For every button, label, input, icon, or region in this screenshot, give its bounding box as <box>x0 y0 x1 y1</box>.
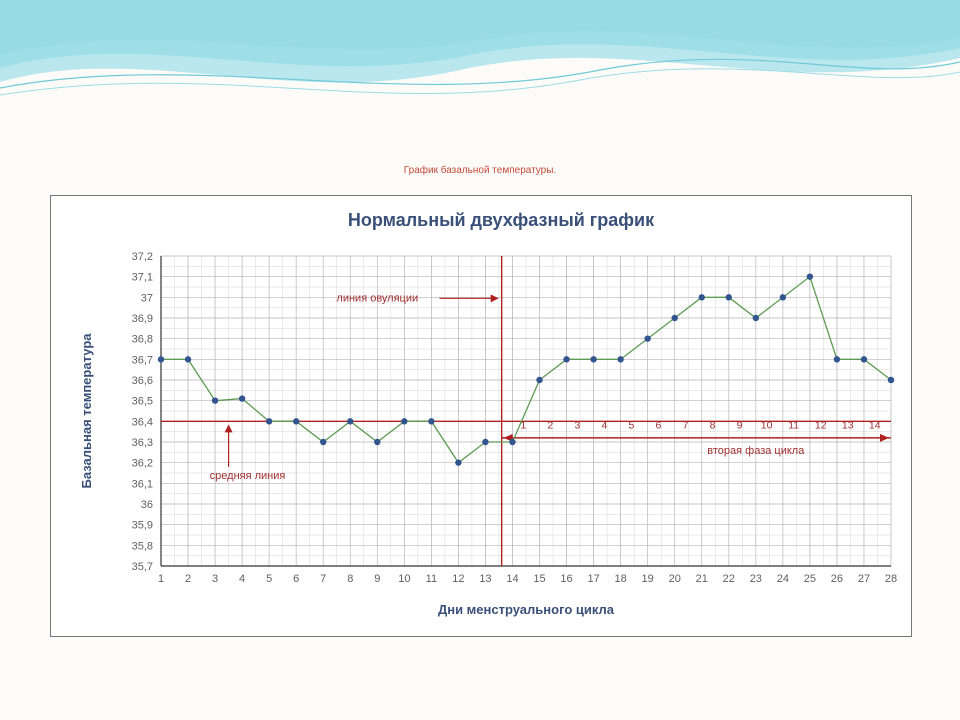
svg-text:36,7: 36,7 <box>132 354 153 366</box>
svg-text:13: 13 <box>842 419 854 431</box>
svg-text:28: 28 <box>885 573 897 585</box>
svg-text:20: 20 <box>669 573 681 585</box>
data-point <box>563 356 569 362</box>
data-point <box>861 356 867 362</box>
svg-text:3: 3 <box>212 573 218 585</box>
data-point <box>699 294 705 300</box>
data-point <box>401 418 407 424</box>
svg-text:36,1: 36,1 <box>132 478 153 490</box>
svg-text:12: 12 <box>815 419 827 431</box>
svg-text:37: 37 <box>141 292 153 304</box>
data-point <box>644 335 650 341</box>
svg-text:16: 16 <box>560 573 572 585</box>
data-point <box>509 439 515 445</box>
svg-text:10: 10 <box>398 573 410 585</box>
svg-text:36,6: 36,6 <box>132 375 153 387</box>
svg-text:5: 5 <box>629 419 635 431</box>
wave-line-2 <box>0 69 960 95</box>
svg-text:36,3: 36,3 <box>132 437 153 449</box>
data-point <box>753 315 759 321</box>
svg-text:27: 27 <box>858 573 870 585</box>
data-point <box>347 418 353 424</box>
svg-text:15: 15 <box>533 573 545 585</box>
data-point <box>320 439 326 445</box>
svg-text:37,1: 37,1 <box>132 272 153 284</box>
svg-text:36,5: 36,5 <box>132 396 153 408</box>
data-point <box>266 418 272 424</box>
svg-text:8: 8 <box>710 419 716 431</box>
middle-label: средняя линия <box>210 470 286 482</box>
svg-text:37,2: 37,2 <box>132 251 153 263</box>
svg-text:36,2: 36,2 <box>132 458 153 470</box>
svg-text:35,8: 35,8 <box>132 540 153 552</box>
svg-text:21: 21 <box>696 573 708 585</box>
x-axis-label: Дни менструального цикла <box>438 602 615 617</box>
svg-text:36,9: 36,9 <box>132 313 153 325</box>
svg-text:19: 19 <box>642 573 654 585</box>
data-point <box>158 356 164 362</box>
data-point <box>374 439 380 445</box>
data-point <box>672 315 678 321</box>
svg-text:26: 26 <box>831 573 843 585</box>
slide-title: График базальной температуры. <box>0 165 960 176</box>
data-point <box>455 459 461 465</box>
wave-header <box>0 0 960 110</box>
data-point <box>239 395 245 401</box>
svg-text:2: 2 <box>185 573 191 585</box>
data-point <box>293 418 299 424</box>
svg-text:10: 10 <box>761 419 773 431</box>
svg-text:18: 18 <box>615 573 627 585</box>
svg-text:35,7: 35,7 <box>132 561 153 573</box>
data-point <box>780 294 786 300</box>
svg-text:11: 11 <box>788 419 799 431</box>
svg-text:22: 22 <box>723 573 735 585</box>
temperature-chart: 35,735,835,93636,136,236,336,436,536,636… <box>51 196 911 636</box>
data-point <box>428 418 434 424</box>
svg-text:23: 23 <box>750 573 762 585</box>
data-point <box>888 377 894 383</box>
data-point <box>212 397 218 403</box>
data-point <box>185 356 191 362</box>
svg-text:14: 14 <box>869 419 881 431</box>
data-point <box>482 439 488 445</box>
svg-text:7: 7 <box>683 419 689 431</box>
data-point <box>834 356 840 362</box>
svg-text:17: 17 <box>587 573 599 585</box>
svg-text:7: 7 <box>320 573 326 585</box>
chart-title: Нормальный двухфазный график <box>348 210 655 230</box>
svg-text:2: 2 <box>547 419 553 431</box>
phase2-label: вторая фаза цикла <box>707 445 805 457</box>
svg-text:13: 13 <box>479 573 491 585</box>
svg-text:3: 3 <box>574 419 580 431</box>
data-point <box>590 356 596 362</box>
svg-text:11: 11 <box>426 573 437 585</box>
svg-text:9: 9 <box>737 419 743 431</box>
data-point <box>726 294 732 300</box>
svg-text:12: 12 <box>452 573 464 585</box>
ovulation-label: линия овуляции <box>336 292 418 304</box>
svg-text:4: 4 <box>239 573 245 585</box>
svg-text:36,8: 36,8 <box>132 334 153 346</box>
svg-text:1: 1 <box>158 573 164 585</box>
svg-text:35,9: 35,9 <box>132 520 153 532</box>
chart-container: 35,735,835,93636,136,236,336,436,536,636… <box>50 195 912 637</box>
data-point <box>536 377 542 383</box>
svg-text:14: 14 <box>506 573 518 585</box>
svg-text:8: 8 <box>347 573 353 585</box>
wave-layer-3 <box>0 0 960 82</box>
svg-text:5: 5 <box>266 573 272 585</box>
svg-text:6: 6 <box>293 573 299 585</box>
data-point <box>617 356 623 362</box>
svg-text:36: 36 <box>141 499 153 511</box>
svg-text:9: 9 <box>374 573 380 585</box>
svg-text:4: 4 <box>601 419 607 431</box>
svg-text:6: 6 <box>656 419 662 431</box>
data-point <box>807 273 813 279</box>
svg-text:36,4: 36,4 <box>132 416 153 428</box>
y-axis-label: Базальная температура <box>79 333 94 489</box>
svg-text:24: 24 <box>777 573 789 585</box>
svg-text:25: 25 <box>804 573 816 585</box>
